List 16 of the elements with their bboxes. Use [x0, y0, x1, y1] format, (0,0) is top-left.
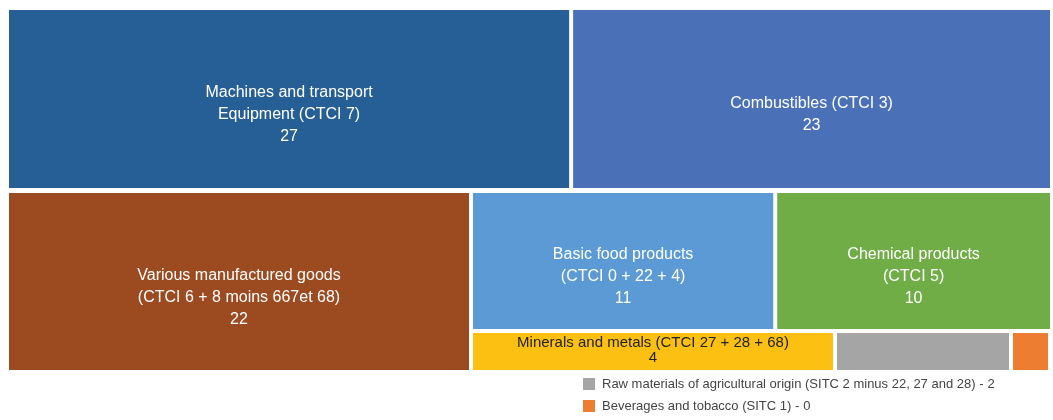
data-label: 4	[648, 348, 658, 365]
data-label: 27	[280, 127, 299, 144]
data-label: 0	[803, 398, 811, 413]
data-label: 10	[904, 289, 923, 306]
category-label: Raw materials of agricultural origin (SITC 2 minus 22, 27 and 28) -	[602, 376, 984, 391]
category-label: Chemical products (CTCI 5)	[847, 245, 980, 284]
category-label: Machines and transport Equipment (CTCI 7)	[205, 83, 374, 122]
data-label: 22	[230, 309, 248, 327]
category-label: Combustibles (CTCI 3)	[730, 94, 893, 111]
category-label: Various manufactured goods (CTCI 6 + 8 moins 667et 68)	[137, 265, 341, 305]
data-label: 11	[614, 289, 632, 306]
category-label: Beverages and tobacco (SITC 1) -	[602, 398, 800, 413]
data-label: 2	[987, 376, 995, 391]
category-label: Minerals and metals (CTCI 27 + 28 + 68)	[517, 333, 789, 350]
data-label: 23	[802, 116, 821, 133]
category-label: Basic food products (CTCI 0 + 22 + 4)	[552, 245, 694, 284]
